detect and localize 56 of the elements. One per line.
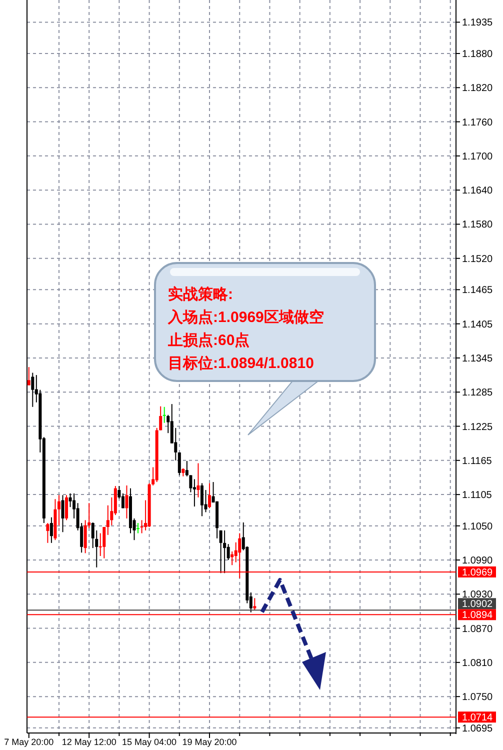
annotation: 入场点:1.0969区域做空	[167, 308, 324, 326]
x-tick-label: 15 May 04:00	[122, 737, 177, 747]
ref-line-label: 1.0902	[462, 599, 494, 610]
y-tick-label: 1.1700	[462, 151, 494, 162]
candlestick	[208, 482, 212, 509]
candlestick	[50, 516, 53, 544]
ref-line-label: 1.0894	[462, 610, 494, 622]
x-tick-label: 7 May 20:00	[4, 737, 54, 747]
candlestick	[61, 494, 64, 533]
y-tick-label: 1.0695	[462, 723, 494, 734]
candlestick	[223, 530, 226, 574]
y-tick-label: 1.1165	[462, 456, 492, 467]
y-tick-label: 1.0750	[462, 692, 494, 704]
candlestick	[178, 452, 181, 476]
annotation: 实战策略:	[168, 285, 233, 303]
y-tick-label: 1.1820	[462, 83, 494, 94]
y-tick-label: 1.1105	[462, 490, 492, 502]
candlestick	[200, 482, 204, 517]
y-tick-label: 1.1640	[462, 186, 494, 197]
candlestick	[162, 406, 166, 424]
y-tick-label: 1.0930	[462, 590, 494, 601]
candlestick	[219, 530, 222, 574]
y-tick-label: 1.1760	[462, 117, 494, 128]
candlestick	[192, 478, 196, 507]
y-tick-label: 1.1285	[462, 388, 494, 399]
candlestick	[102, 526, 106, 559]
candlestick	[136, 522, 140, 534]
candlestick	[121, 492, 124, 509]
annotation: 止损点:60点	[167, 332, 250, 349]
y-tick-label: 1.1225	[462, 422, 494, 433]
y-tick-label: 1.1405	[462, 319, 494, 330]
candlestick	[196, 462, 200, 498]
candlestick	[253, 598, 256, 611]
y-tick-label: 1.0870	[462, 624, 494, 635]
candlestick	[204, 489, 208, 513]
y-tick-label: 1.1050	[462, 521, 494, 532]
y-tick-label: 1.1935	[462, 18, 494, 29]
y-tick-label: 1.0810	[462, 658, 494, 669]
annotation: 目标位:1.0894/1.0810	[168, 355, 314, 372]
candlestick	[65, 494, 68, 521]
candlestick	[57, 494, 60, 526]
y-tick-label: 1.1345	[462, 353, 494, 364]
y-tick-label: 1.1880	[462, 48, 494, 60]
candlestick	[226, 544, 230, 560]
candlestick	[31, 372, 34, 408]
y-tick-label: 1.1580	[462, 220, 494, 231]
y-tick-label: 1.0990	[462, 555, 494, 566]
candlestick	[46, 522, 50, 544]
x-tick-label: 12 May 12:00	[62, 737, 116, 747]
candlestick	[27, 366, 30, 386]
candlestick	[125, 484, 128, 519]
y-tick-label: 1.1520	[462, 254, 494, 265]
ref-line-label: 1.0969	[462, 567, 494, 578]
y-tick-label: 1.1465	[462, 285, 494, 296]
ref-line-label: 1.0714	[462, 712, 494, 724]
x-tick-label: 19 May 20:00	[182, 737, 237, 747]
